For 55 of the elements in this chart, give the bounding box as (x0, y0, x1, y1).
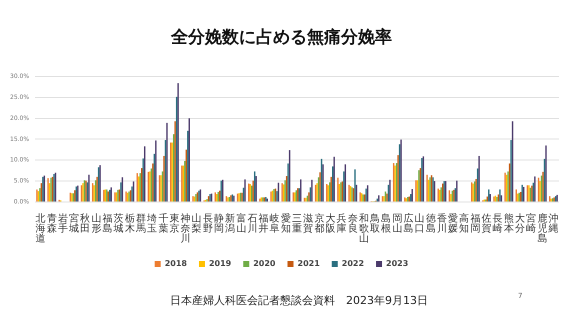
x-tick-label: 岩手 (58, 212, 68, 235)
x-tick-label: 大分 (514, 212, 525, 235)
legend-label: 2023 (386, 259, 408, 268)
x-tick-label: 長野 (202, 214, 213, 235)
x-tick-label: 香川 (436, 212, 447, 235)
x-tick-label: 千葉 (158, 212, 168, 235)
x-tick-label: 福島 (102, 212, 113, 235)
x-tick-label: 静岡 (214, 212, 224, 235)
x-tick-label: 鹿児島 (537, 212, 548, 245)
x-tick-label: 広島 (404, 212, 414, 235)
x-tick-label: 青森 (46, 212, 57, 235)
x-tick-label: 島根 (381, 212, 392, 235)
x-tick-label: 新潟 (225, 212, 236, 235)
x-tick-label: 佐賀 (482, 214, 492, 235)
x-tick-label: 大阪 (325, 212, 336, 235)
x-tick-label: 栃木 (124, 212, 135, 235)
x-tick-label: 岡山 (392, 214, 402, 235)
x-tick-label: 埼玉 (146, 212, 158, 235)
legend-label: 2021 (298, 259, 320, 268)
x-tick-label: 山口 (414, 212, 425, 235)
legend-label: 2018 (164, 259, 188, 268)
legend-label: 2022 (342, 259, 364, 268)
chart-title: 全分娩数に占める無痛分娩率 (170, 28, 392, 48)
text: 日本産婦人科医会記者懇談会資料 2023年9月13日 (170, 293, 428, 308)
x-tick-label: 奈良 (348, 214, 358, 235)
x-tick-label: 福岡 (470, 212, 480, 235)
x-tick-label: 宮崎 (526, 212, 536, 235)
legend-label: 2019 (208, 259, 232, 268)
x-tick-label: 高知 (459, 212, 470, 235)
x-tick-label: 岐阜 (270, 212, 280, 235)
x-tick-label: 滋賀 (303, 212, 314, 235)
x-tick-label: 北海道 (36, 212, 46, 245)
x-tick-label: 京都 (314, 212, 324, 235)
x-tick-label: 愛知 (280, 212, 291, 235)
x-tick-label: 山梨 (192, 212, 202, 235)
x-tick-label: 沖縄 (547, 212, 558, 235)
x-tick-label: 三重 (292, 214, 302, 235)
x-tick-label: 石川 (247, 214, 258, 235)
x-tick-label: 熊本 (504, 212, 514, 235)
x-tick-label: 山形 (91, 212, 102, 235)
x-tick-label: 長崎 (492, 214, 503, 235)
x-tick-label: 和歌山 (358, 212, 369, 245)
x-tick-label: 兵庫 (336, 212, 347, 235)
x-tick-label: 宮城 (68, 212, 80, 235)
x-tick-label: 神奈川 (180, 212, 191, 245)
x-tick-label: 徳島 (426, 214, 436, 235)
x-tick-label: 群馬 (134, 212, 146, 235)
x-tick-label: 福井 (258, 212, 269, 235)
x-tick-label: 富山 (236, 212, 246, 235)
x-tick-label: 鳥取 (369, 212, 380, 235)
x-tick-label: 秋田 (80, 212, 90, 235)
x-tick-label: 愛媛 (448, 212, 458, 235)
x-tick-label: 茨城 (112, 212, 124, 235)
legend-label: 2020 (253, 259, 276, 268)
x-tick-label: 東京 (169, 212, 180, 235)
